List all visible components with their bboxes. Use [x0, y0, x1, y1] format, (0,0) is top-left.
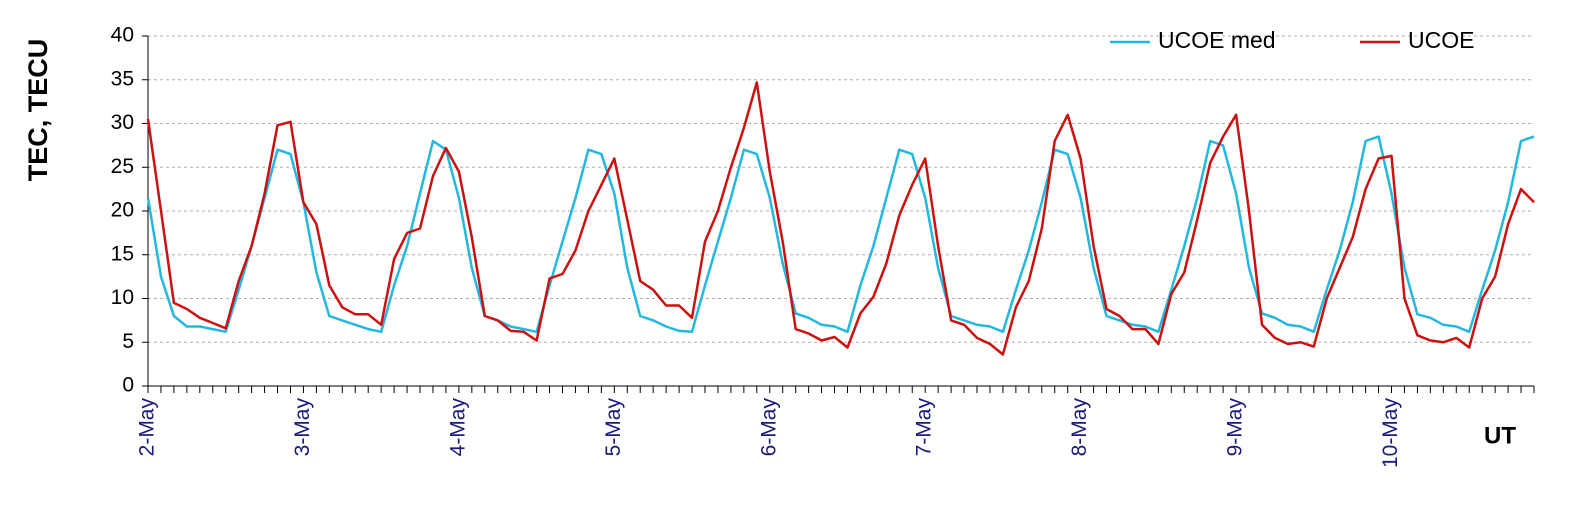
- y-tick-label: 35: [111, 67, 134, 90]
- y-tick-label: 40: [111, 24, 134, 47]
- y-tick-label: 20: [111, 199, 134, 222]
- x-tick-label: 2-May: [136, 398, 159, 457]
- y-tick-label: 5: [122, 330, 134, 353]
- y-tick-label: 30: [111, 111, 134, 134]
- legend-label: UCOE med: [1158, 27, 1276, 53]
- x-tick-label: 3-May: [291, 398, 314, 457]
- y-tick-label: 15: [111, 242, 134, 265]
- x-tick-label: 7-May: [913, 398, 936, 457]
- x-tick-label: 10-May: [1379, 398, 1402, 469]
- y-tick-label: 25: [111, 155, 134, 178]
- legend-label: UCOE: [1408, 27, 1474, 53]
- series-line: [146, 135, 1535, 334]
- series-line: [146, 81, 1535, 356]
- x-tick-label: 6-May: [757, 398, 780, 457]
- x-tick-label: 8-May: [1068, 398, 1091, 457]
- y-tick-label: 0: [122, 374, 134, 397]
- x-axis-title: UT: [1484, 422, 1516, 449]
- y-axis-title: TEC, TECU: [23, 39, 53, 182]
- x-tick-label: 4-May: [446, 398, 469, 457]
- x-tick-label: 5-May: [602, 398, 625, 457]
- x-tick-label: 9-May: [1224, 398, 1247, 457]
- y-tick-label: 10: [111, 286, 134, 309]
